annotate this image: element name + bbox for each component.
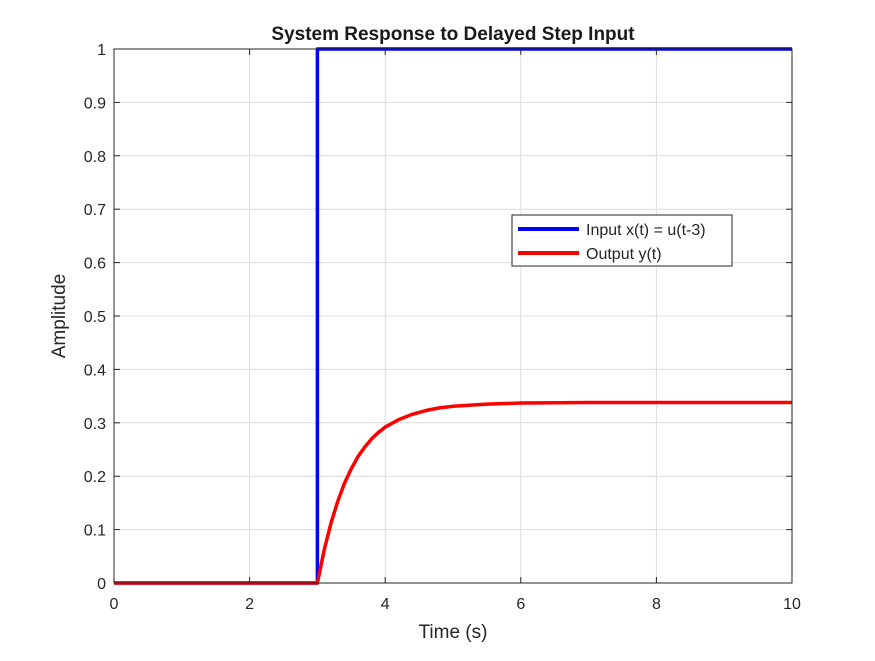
legend: Input x(t) = u(t-3) Output y(t) [511, 214, 733, 267]
x-tick-label: 2 [245, 596, 254, 613]
y-tick-label: 0.6 [84, 256, 106, 273]
y-tick-label: 0.9 [84, 95, 106, 112]
x-tick-label: 4 [381, 596, 390, 613]
y-tick-label: 0.8 [84, 149, 106, 166]
legend-box [511, 214, 733, 267]
y-tick-label: 0.4 [84, 362, 106, 379]
axis-ticks: 0 2 4 6 8 10 0 0.1 0.2 0.3 0.4 0.5 0.6 0.7 0.8 0.9 1 [84, 42, 801, 613]
x-tick-label: 6 [516, 596, 525, 613]
chart-title: System Response to Delayed Step Input [271, 24, 635, 45]
legend-label-output: Output y(t) [586, 246, 662, 263]
x-axis-label: Time (s) [419, 622, 488, 643]
y-tick-label: 0.5 [84, 309, 106, 326]
y-tick-label: 0.2 [84, 469, 106, 486]
legend-label-input: Input x(t) = u(t-3) [586, 222, 706, 239]
y-tick-label: 0.1 [84, 523, 106, 540]
y-tick-label: 0 [97, 576, 106, 593]
y-tick-label: 0.7 [84, 202, 106, 219]
x-tick-label: 8 [652, 596, 661, 613]
y-tick-label: 1 [97, 42, 106, 59]
x-tick-label: 10 [783, 596, 801, 613]
y-axis-label: Amplitude [49, 274, 70, 359]
series-line-output [114, 400, 792, 585]
y-tick-label: 0.3 [84, 416, 106, 433]
x-tick-label: 0 [110, 596, 119, 613]
